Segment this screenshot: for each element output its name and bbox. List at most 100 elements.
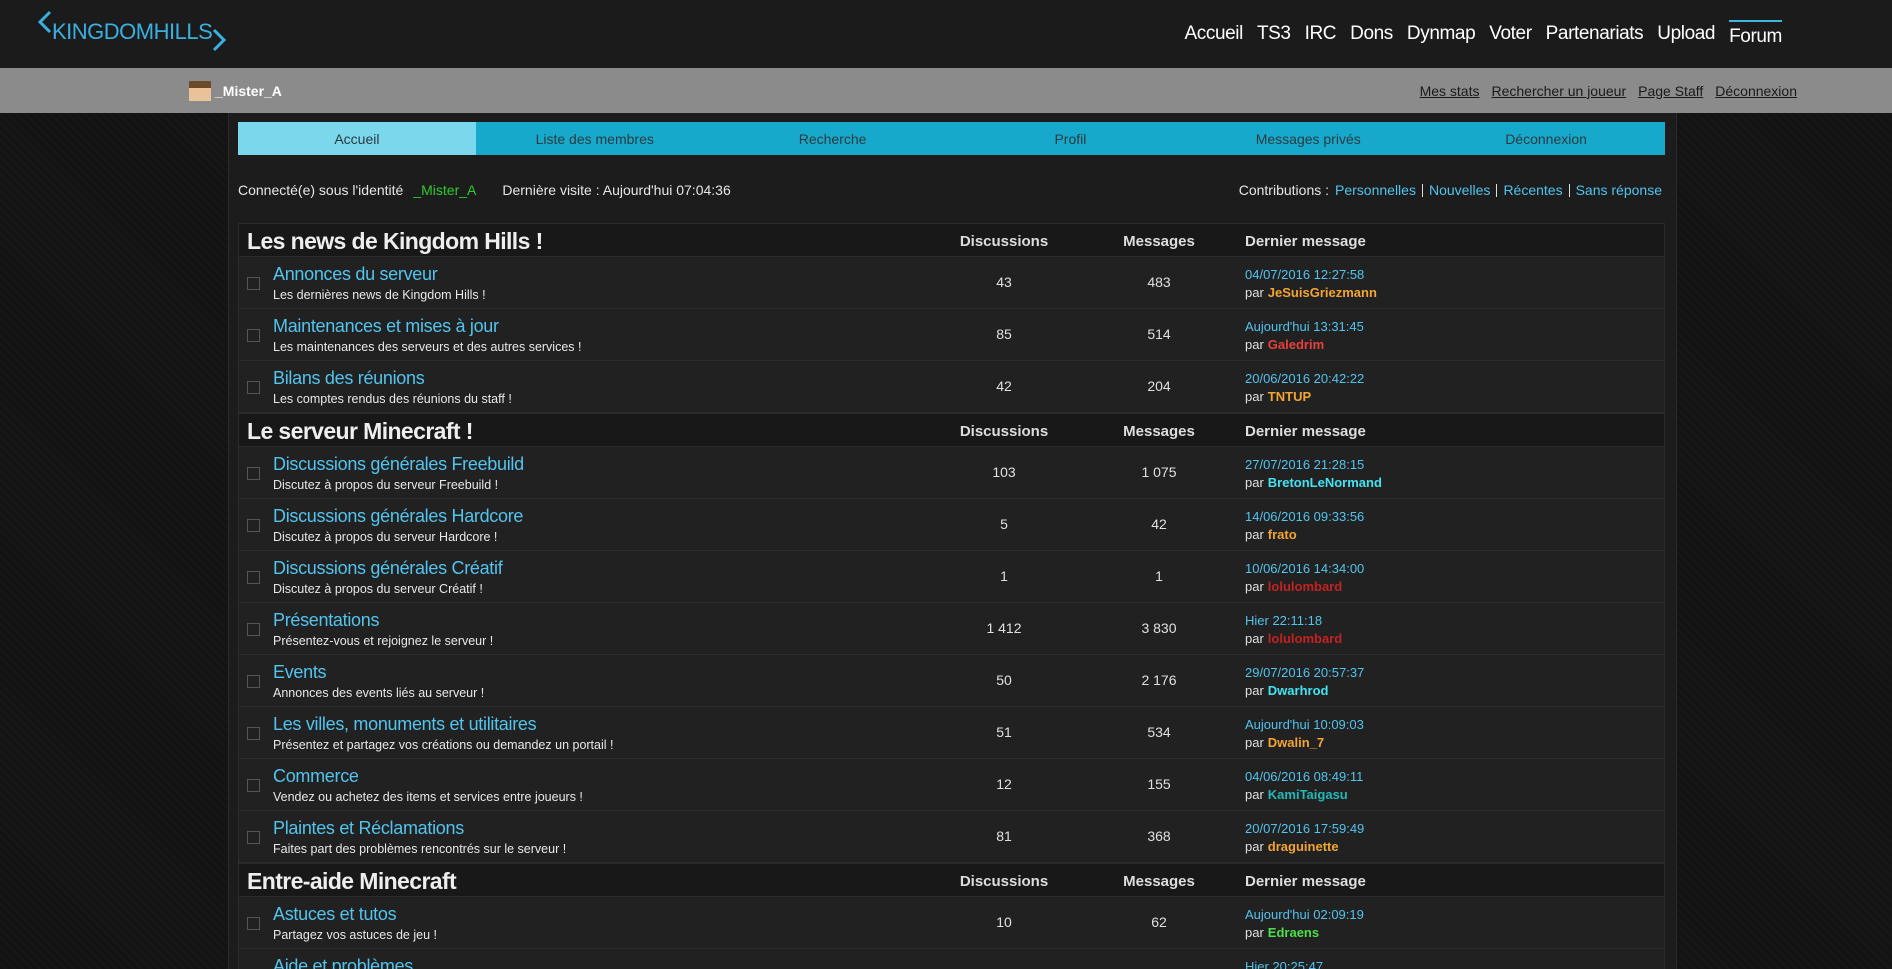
forum-row: Events Annonces des events liés au serveu… xyxy=(238,655,1665,707)
last-post-by: par KamiTaigasu xyxy=(1245,787,1348,802)
forum-title[interactable]: Maintenances et mises à jour xyxy=(273,316,499,336)
last-post-date[interactable]: Hier 20:25:47 xyxy=(1245,959,1324,969)
forum-row: Plaintes et Réclamations Faites part des … xyxy=(238,811,1665,863)
contribution-link[interactable]: Nouvelles xyxy=(1428,182,1491,198)
category-header: Entre-aide Minecraft Discussions Messages D… xyxy=(238,863,1665,897)
tab[interactable]: Accueil xyxy=(238,122,476,155)
last-post-date[interactable]: 27/07/2016 21:28:15 xyxy=(1245,457,1365,472)
forum-title[interactable]: Annonces du serveur xyxy=(273,264,438,284)
forum-icon xyxy=(247,381,260,394)
forum-title[interactable]: Discussions générales Freebuild xyxy=(273,454,524,474)
last-post-user[interactable]: Edraens xyxy=(1267,925,1320,940)
post-count: 1 xyxy=(1155,568,1163,584)
last-post-date[interactable]: Aujourd'hui 13:31:45 xyxy=(1245,319,1364,334)
logo[interactable]: KINGDOMHILLS xyxy=(36,10,236,54)
last-post-date[interactable]: Aujourd'hui 10:09:03 xyxy=(1245,717,1364,732)
forum-icon xyxy=(247,277,260,290)
last-post-user[interactable]: frato xyxy=(1267,527,1297,542)
tab[interactable]: Liste des membres xyxy=(535,130,654,147)
last-post-date[interactable]: 04/07/2016 12:27:58 xyxy=(1245,267,1365,282)
forum-title[interactable]: Plaintes et Réclamations xyxy=(273,818,464,838)
post-count: 1 075 xyxy=(1141,464,1177,480)
last-post-date[interactable]: 14/06/2016 09:33:56 xyxy=(1245,509,1365,524)
forum-title[interactable]: Les villes, monuments et utilitaires xyxy=(273,714,537,734)
forum-row: Annonces du serveur Les dernières news de… xyxy=(238,257,1665,309)
nav-link[interactable]: Upload xyxy=(1657,23,1716,44)
forum-row: Discussions générales Hardcore Discutez à… xyxy=(238,499,1665,551)
contribution-link[interactable]: Sans réponse xyxy=(1575,182,1662,198)
tab[interactable]: Déconnexion xyxy=(1505,130,1587,147)
topic-count: 81 xyxy=(996,828,1012,844)
nav-link[interactable]: Dons xyxy=(1350,23,1393,44)
forum-row: Discussions générales Créatif Discutez à … xyxy=(238,551,1665,603)
separator xyxy=(1496,183,1498,197)
last-post-date[interactable]: Aujourd'hui 02:09:19 xyxy=(1245,907,1364,922)
forum-row: Maintenances et mises à jour Les maintena… xyxy=(238,309,1665,361)
last-post-user[interactable]: KamiTaigasu xyxy=(1267,787,1348,802)
last-post-date[interactable]: 20/07/2016 17:59:49 xyxy=(1245,821,1365,836)
forum-title[interactable]: Aide et problèmes xyxy=(273,956,413,969)
last-post-user[interactable]: JeSuisGriezmann xyxy=(1267,285,1377,300)
avatar xyxy=(189,81,211,101)
last-post-date[interactable]: 04/06/2016 08:49:11 xyxy=(1245,769,1364,784)
last-post-user[interactable]: Dwalin_7 xyxy=(1267,735,1325,750)
last-post-user[interactable]: lolulombard xyxy=(1267,631,1343,646)
tab[interactable]: Recherche xyxy=(798,130,867,147)
last-post-user[interactable]: draguinette xyxy=(1267,839,1339,854)
post-count: 3 830 xyxy=(1141,620,1177,636)
nav-link[interactable]: TS3 xyxy=(1256,23,1291,44)
nav-link[interactable]: Accueil xyxy=(1184,23,1244,44)
forum-title[interactable]: Discussions générales Hardcore xyxy=(273,506,524,526)
nav-link[interactable]: Partenariats xyxy=(1545,23,1644,44)
user-link[interactable]: Page Staff xyxy=(1638,82,1704,99)
forum-title[interactable]: Bilans des réunions xyxy=(273,368,425,388)
tab[interactable]: Messages privés xyxy=(1255,130,1361,147)
contribution-link[interactable]: Personnelles xyxy=(1335,182,1416,198)
nav-link[interactable]: IRC xyxy=(1304,23,1337,44)
nav-link[interactable]: Dynmap xyxy=(1406,23,1476,44)
topic-count: 12 xyxy=(996,776,1012,792)
category-title[interactable]: Le serveur Minecraft ! xyxy=(247,418,473,444)
forum-description: Discutez à propos du serveur Hardcore ! xyxy=(273,530,498,544)
last-post-date[interactable]: 29/07/2016 20:57:37 xyxy=(1245,665,1365,680)
post-count: 514 xyxy=(1147,326,1171,342)
connected-user[interactable]: _Mister_A xyxy=(413,182,477,198)
contribution-link[interactable]: Récentes xyxy=(1503,182,1563,198)
last-post-user[interactable]: Galedrim xyxy=(1267,337,1325,352)
user-link[interactable]: Déconnexion xyxy=(1715,82,1797,99)
separator xyxy=(1421,183,1423,197)
last-post-user[interactable]: BretonLeNormand xyxy=(1267,475,1382,490)
category-title[interactable]: Les news de Kingdom Hills ! xyxy=(247,228,543,254)
forum-title[interactable]: Présentations xyxy=(273,610,380,630)
category-header: Le serveur Minecraft ! Discussions Message… xyxy=(238,413,1665,447)
user-link[interactable]: Rechercher un joueur xyxy=(1491,82,1627,99)
contributions-label: Contributions : xyxy=(1238,182,1330,198)
category-title[interactable]: Entre-aide Minecraft xyxy=(247,868,457,894)
nav-link[interactable]: Voter xyxy=(1489,23,1532,44)
forum-title[interactable]: Discussions générales Créatif xyxy=(273,558,503,578)
column-header: Discussions xyxy=(959,873,1049,890)
last-post-user[interactable]: lolulombard xyxy=(1267,579,1343,594)
logo-chevron xyxy=(212,28,227,52)
contributions: Contributions : Personnelles Nouvelles Réc… xyxy=(1239,180,1662,200)
tab[interactable]: Profil xyxy=(1054,130,1087,147)
by-label: par xyxy=(1245,337,1264,352)
forum-title[interactable]: Astuces et tutos xyxy=(273,904,397,924)
forum-icon xyxy=(247,623,260,636)
last-post-date[interactable]: 20/06/2016 20:42:22 xyxy=(1245,371,1365,386)
last-post-date[interactable]: Hier 22:11:18 xyxy=(1245,613,1323,628)
forum-title[interactable]: Events xyxy=(273,662,327,682)
nav-link[interactable]: Forum xyxy=(1729,20,1782,48)
forum-icon xyxy=(247,519,260,532)
last-post-user[interactable]: Dwarhrod xyxy=(1267,683,1329,698)
last-post-date[interactable]: 10/06/2016 14:34:00 xyxy=(1245,561,1365,576)
topic-count: 1 xyxy=(1000,568,1008,584)
top-bar xyxy=(0,0,1892,68)
topic-count: 1 412 xyxy=(986,620,1022,636)
user-link[interactable]: Mes stats xyxy=(1419,82,1480,99)
user-links: Mes stats Rechercher un joueur Page Staff D… xyxy=(1420,68,1797,113)
last-post-user[interactable]: TNTUP xyxy=(1267,389,1312,404)
username[interactable]: _Mister_A xyxy=(215,83,282,99)
forum-title[interactable]: Commerce xyxy=(273,766,359,786)
topic-count: 50 xyxy=(996,672,1012,688)
